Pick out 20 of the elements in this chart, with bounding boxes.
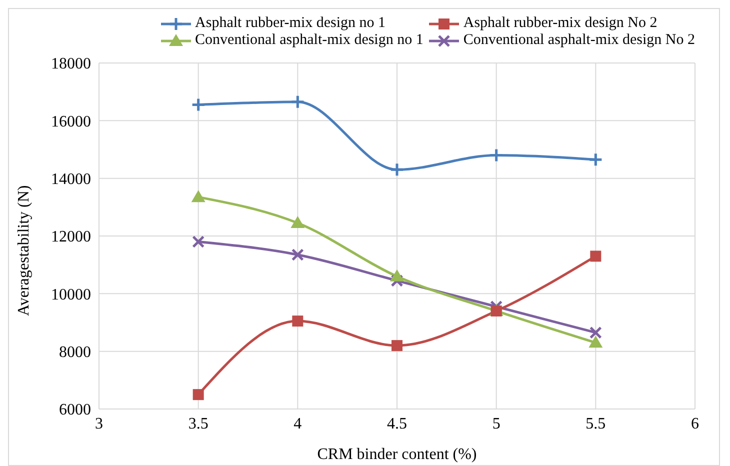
legend-label: Asphalt rubber-mix design No 2: [463, 15, 658, 32]
x-tick-label: 3.5: [188, 415, 208, 432]
legend-label: Asphalt rubber-mix design no 1: [195, 15, 386, 32]
y-tick-label: 6000: [59, 402, 91, 419]
y-axis-title: Averagestability (N): [16, 185, 33, 316]
x-axis-title: CRM binder content (%): [317, 446, 477, 463]
legend-label: Conventional asphalt-mix design no 1: [195, 32, 424, 49]
y-tick-label: 18000: [51, 56, 91, 73]
x-tick-label: 4: [294, 415, 302, 432]
x-tick-label: 5: [492, 415, 500, 432]
x-tick-label: 6: [691, 415, 699, 432]
x-tick-label: 4.5: [387, 415, 407, 432]
legend-label: Conventional asphalt-mix design No 2: [463, 32, 695, 49]
y-tick-label: 12000: [51, 228, 91, 246]
x-tick-label: 5.5: [586, 415, 606, 432]
y-tick-label: 16000: [51, 113, 91, 130]
y-tick-label: 8000: [59, 344, 91, 362]
y-tick-label: 14000: [51, 171, 91, 188]
x-tick-label: 3: [95, 415, 103, 432]
y-tick-label: 10000: [51, 286, 91, 304]
